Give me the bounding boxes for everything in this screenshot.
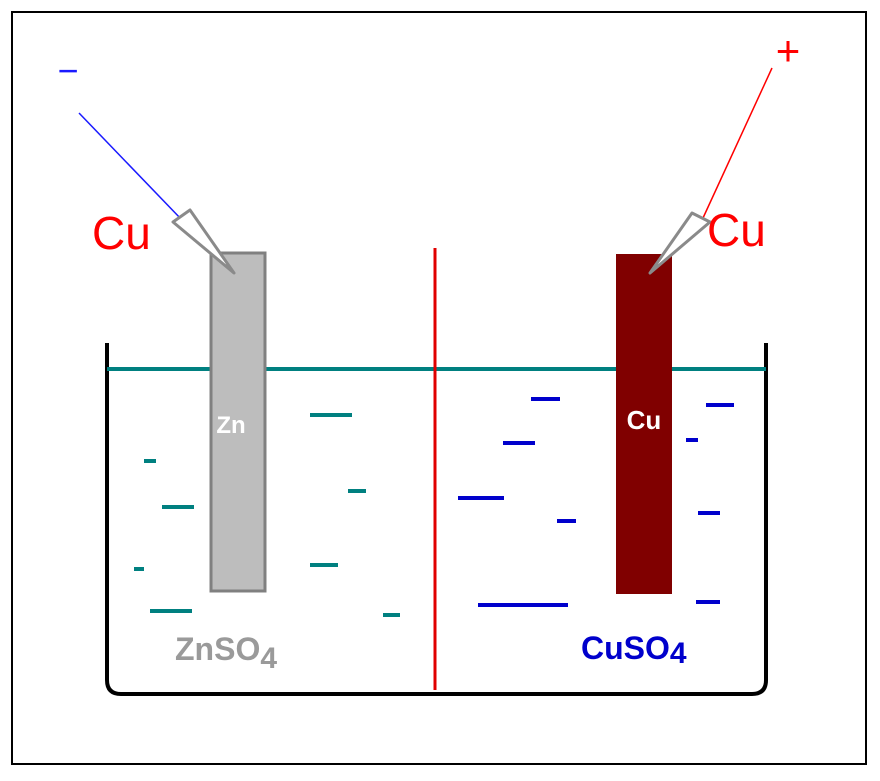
right-wire-metal-label: Cu: [707, 204, 766, 256]
copper-electrode: [616, 254, 672, 594]
left-solution-label: ZnSO4: [175, 631, 277, 675]
positive-clip: [648, 211, 712, 275]
zinc-electrode: [209, 251, 267, 593]
right-solution-sub: 4: [670, 637, 687, 670]
minus-terminal-label: −: [57, 50, 78, 91]
negative-wire: [78, 112, 183, 221]
cu-ions: [458, 397, 734, 607]
beaker: [105, 343, 768, 696]
plus-terminal-label: +: [776, 27, 801, 74]
copper-electrode-label: Cu: [627, 405, 662, 435]
positive-wire: [702, 67, 773, 219]
left-solution-sub: 4: [260, 642, 277, 675]
right-solution-main: CuSO: [581, 630, 670, 666]
zn-ions: [134, 413, 400, 617]
negative-clip: [171, 208, 236, 275]
left-wire-metal-label: Cu: [92, 207, 151, 259]
zinc-electrode-label: Zn: [216, 412, 245, 439]
left-solution-main: ZnSO: [175, 631, 260, 667]
frame-border: [11, 11, 867, 765]
right-solution-label: CuSO4: [581, 630, 687, 670]
